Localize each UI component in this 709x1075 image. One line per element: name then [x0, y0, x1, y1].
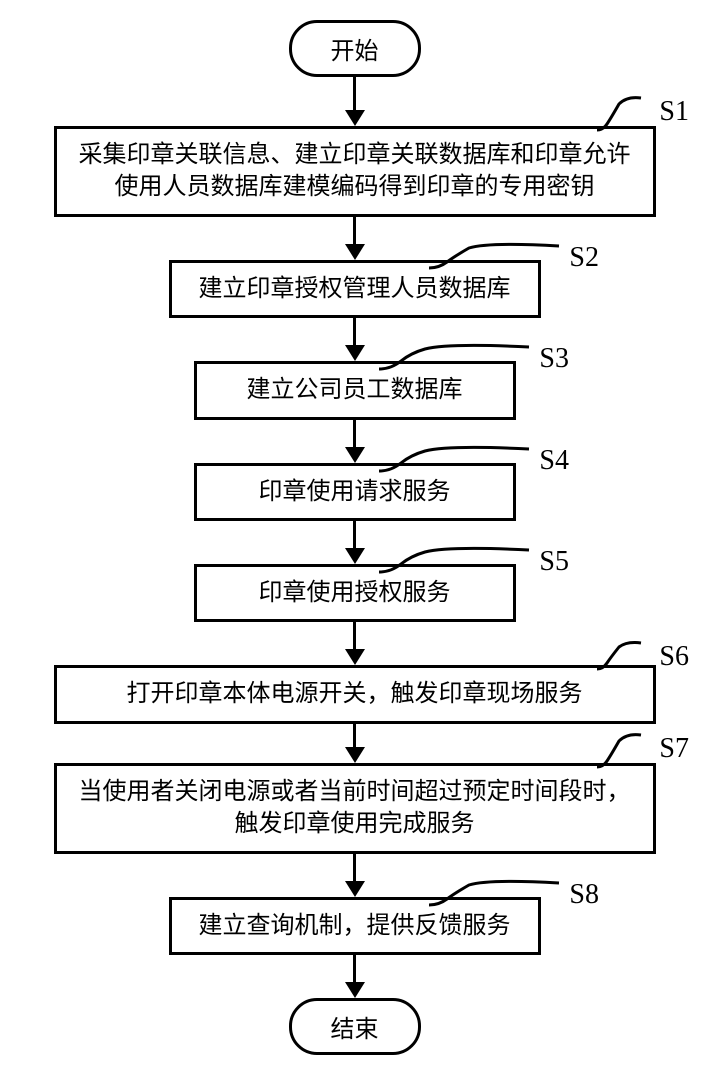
step-row: 印章使用请求服务 S4 — [20, 463, 689, 521]
step-label: S2 — [569, 242, 599, 274]
step-row: 建立公司员工数据库 S3 — [20, 361, 689, 419]
process-box: 建立印章授权管理人员数据库 — [169, 260, 541, 318]
end-node: 结束 — [289, 998, 421, 1055]
step-label: S6 — [659, 641, 689, 673]
process-box: 印章使用授权服务 — [194, 564, 516, 622]
arrow — [345, 955, 365, 998]
step-label: S7 — [659, 733, 689, 765]
arrow — [345, 420, 365, 463]
step-label: S5 — [539, 546, 569, 578]
step-label: S8 — [569, 879, 599, 911]
flowchart: 开始 采集印章关联信息、建立印章关联数据库和印章允许使用人员数据库建模编码得到印… — [20, 20, 689, 1055]
arrow — [345, 622, 365, 665]
process-box: 采集印章关联信息、建立印章关联数据库和印章允许使用人员数据库建模编码得到印章的专… — [54, 126, 656, 217]
process-box: 打开印章本体电源开关，触发印章现场服务 — [54, 665, 656, 723]
start-node: 开始 — [289, 20, 421, 77]
step-row: 建立查询机制，提供反馈服务 S8 — [20, 897, 689, 955]
step-row: 采集印章关联信息、建立印章关联数据库和印章允许使用人员数据库建模编码得到印章的专… — [20, 126, 689, 217]
process-box: 建立查询机制，提供反馈服务 — [169, 897, 541, 955]
process-box: 建立公司员工数据库 — [194, 361, 516, 419]
arrow — [345, 854, 365, 897]
step-row: 印章使用授权服务 S5 — [20, 564, 689, 622]
step-row: 建立印章授权管理人员数据库 S2 — [20, 260, 689, 318]
step-row: 当使用者关闭电源或者当前时间超过预定时间段时，触发印章使用完成服务 S7 — [20, 763, 689, 854]
arrow — [345, 318, 365, 361]
arrow — [345, 521, 365, 564]
arrow — [345, 724, 365, 763]
process-box: 当使用者关闭电源或者当前时间超过预定时间段时，触发印章使用完成服务 — [54, 763, 656, 854]
process-box: 印章使用请求服务 — [194, 463, 516, 521]
step-label: S3 — [539, 343, 569, 375]
arrow — [345, 77, 365, 126]
step-row: 打开印章本体电源开关，触发印章现场服务 S6 — [20, 665, 689, 723]
step-label: S1 — [659, 96, 689, 128]
arrow — [345, 217, 365, 260]
step-label: S4 — [539, 445, 569, 477]
